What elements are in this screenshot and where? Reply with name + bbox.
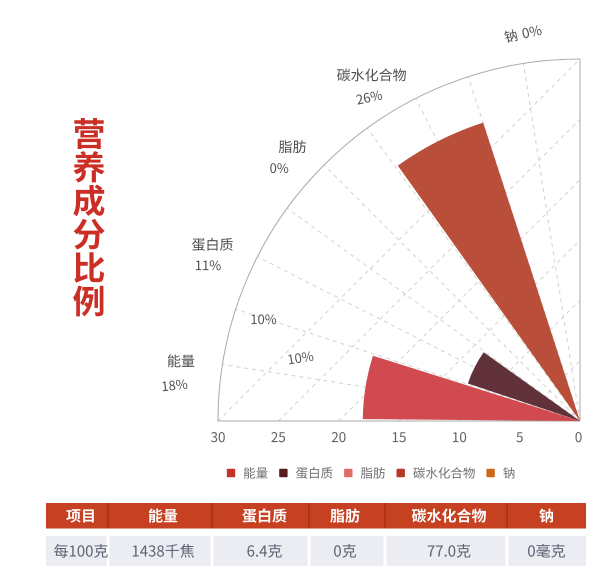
axis-tick-0: 0 bbox=[570, 430, 590, 445]
legend-swatch bbox=[396, 468, 405, 478]
wedge-energy[interactable] bbox=[362, 355, 580, 421]
table-row-sep bbox=[383, 536, 387, 566]
legend-label-energy[interactable]: 能量 bbox=[243, 466, 268, 485]
legend-label-fat[interactable]: 脂肪 bbox=[363, 466, 388, 485]
sector-name-protein: 蛋白质 bbox=[188, 236, 230, 256]
legend-item[interactable] bbox=[344, 467, 385, 479]
sector-value-protein: 11% bbox=[188, 257, 213, 272]
legend bbox=[226, 467, 515, 479]
legend-item[interactable] bbox=[279, 467, 333, 479]
axis-arc bbox=[217, 58, 581, 422]
legend-label-carbohydrate[interactable]: 碳水化合物 bbox=[417, 466, 480, 485]
legend-swatch bbox=[226, 468, 236, 478]
grid-chord-30 bbox=[217, 58, 581, 422]
table-row-sep bbox=[210, 536, 214, 566]
table-header-sep bbox=[384, 503, 386, 529]
table-header-sep bbox=[211, 503, 213, 529]
table-header-cell-4: 碳水化合物 bbox=[398, 505, 494, 525]
sector-value-carbohydrate: 26% bbox=[352, 89, 378, 104]
legend-swatch bbox=[486, 468, 495, 478]
axis-tick-5: 5 bbox=[510, 430, 530, 445]
sector-name-energy: 能量 bbox=[160, 348, 188, 368]
table-row-sep bbox=[505, 536, 509, 566]
table-header-cell-5: 钠 bbox=[498, 505, 594, 525]
legend-item[interactable] bbox=[226, 467, 268, 479]
table-data-cell-0: 每100克 bbox=[29, 543, 125, 563]
sector-value-energy: 18% bbox=[148, 375, 174, 390]
table-data-cell-2: 6.4克 bbox=[212, 543, 308, 563]
axis-tick-30: 30 bbox=[208, 430, 228, 445]
sector-value-fat: 0% bbox=[264, 160, 283, 175]
grid-label-10b: 10% bbox=[283, 350, 309, 365]
table-row-sep bbox=[307, 536, 311, 566]
legend-label-protein[interactable]: 蛋白质 bbox=[297, 466, 335, 485]
legend-item[interactable] bbox=[486, 467, 515, 479]
table-row-sep bbox=[106, 536, 110, 566]
table-header-cell-1: 能量 bbox=[112, 505, 208, 525]
sector-name-carbohydrate: 碳水化合物 bbox=[336, 66, 406, 86]
legend-swatch bbox=[279, 468, 288, 478]
table-header-cell-3: 脂肪 bbox=[299, 505, 395, 525]
table-data-cell-3: 0克 bbox=[299, 543, 395, 563]
table-data-cell-1: 1438千焦 bbox=[112, 543, 208, 563]
grid-chord-25 bbox=[277, 118, 581, 422]
sector-name-sodium: 钠 bbox=[500, 24, 514, 44]
wedge-protein[interactable] bbox=[467, 352, 580, 421]
table-header-cell-2: 蛋白质 bbox=[212, 505, 308, 525]
axis-tick-10: 10 bbox=[449, 430, 469, 445]
table-data-cell-4: 77.0克 bbox=[398, 543, 494, 563]
legend-item[interactable] bbox=[396, 467, 475, 479]
wedge-carbohydrate[interactable] bbox=[397, 122, 580, 421]
axis-tick-15: 15 bbox=[389, 430, 409, 445]
table-header-sep bbox=[506, 503, 508, 529]
sector-name-fat: 脂肪 bbox=[272, 138, 300, 158]
table-header-cell-0: 项目 bbox=[29, 505, 125, 525]
sector-value-sodium: 0% bbox=[532, 24, 551, 39]
table-header-sep bbox=[308, 503, 310, 529]
axis-tick-20: 20 bbox=[329, 430, 349, 445]
page-title: 营养成分比例 bbox=[72, 114, 108, 320]
axis-tick-25: 25 bbox=[268, 430, 288, 445]
table-data-cell-5: 0毫克 bbox=[498, 543, 594, 563]
series-wedges bbox=[362, 122, 580, 421]
legend-label-sodium[interactable]: 钠 bbox=[509, 466, 522, 485]
table-header-bg bbox=[46, 503, 586, 529]
table-header-sep bbox=[107, 503, 109, 529]
legend-swatch bbox=[344, 468, 353, 478]
nutrition-table bbox=[46, 503, 586, 566]
grid-label-10a: 10% bbox=[246, 311, 272, 326]
